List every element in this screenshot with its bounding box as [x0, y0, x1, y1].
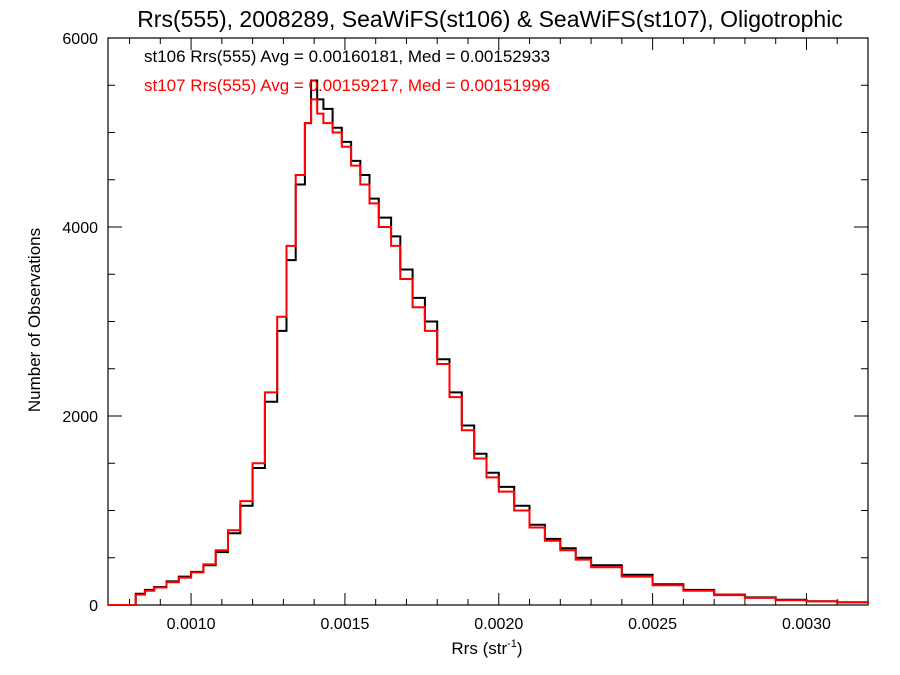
x-axis-label-superscript: -1 — [507, 638, 517, 650]
x-tick-label: 0.0020 — [474, 616, 523, 633]
y-tick-label: 2000 — [62, 409, 98, 426]
y-axis-label: Number of Observations — [25, 228, 44, 412]
series-layer — [108, 79, 869, 606]
x-tick-label: 0.0015 — [320, 616, 369, 633]
plot-frame — [107, 37, 869, 606]
x-axis-label-main: Rrs (str — [451, 639, 507, 658]
series-st107-histogram — [108, 98, 869, 606]
y-tick-label: 6000 — [62, 31, 98, 48]
y-tick-label: 0 — [89, 598, 98, 615]
x-tick-label: 0.0030 — [782, 616, 831, 633]
legend-entry-st107: st107 Rrs(555) Avg = 0.00159217, Med = 0… — [144, 76, 550, 95]
series-st106-histogram — [108, 79, 869, 606]
x-axis-label-end: ) — [517, 639, 523, 658]
axis-ticks — [108, 37, 868, 606]
chart-title: Rrs(555), 2008289, SeaWiFS(st106) & SeaW… — [137, 6, 843, 32]
y-tick-label: 4000 — [62, 220, 98, 237]
x-axis-label: Rrs (str-1) — [451, 638, 522, 658]
x-tick-labels: 0.0010 0.0015 0.0020 0.0025 0.0030 — [167, 616, 831, 633]
x-tick-label: 0.0010 — [167, 616, 216, 633]
x-tick-label: 0.0025 — [628, 616, 677, 633]
y-tick-labels: 0 2000 4000 6000 — [62, 31, 98, 615]
legend-entry-st106: st106 Rrs(555) Avg = 0.00160181, Med = 0… — [144, 47, 550, 66]
plot-border — [107, 37, 869, 606]
